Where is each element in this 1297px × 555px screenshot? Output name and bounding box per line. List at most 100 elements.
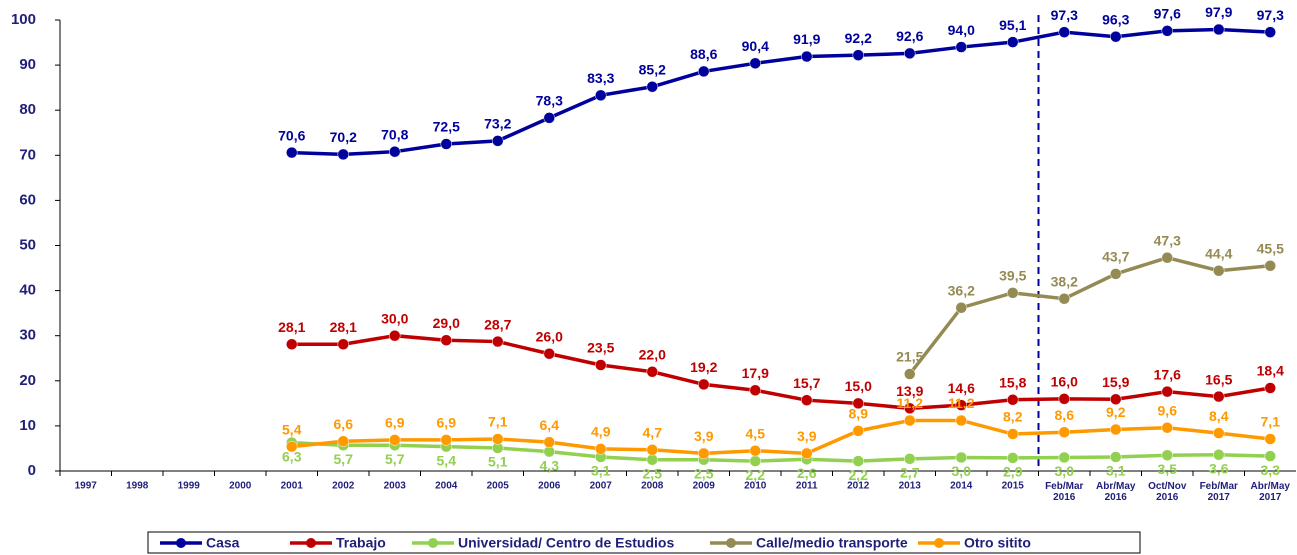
- data-point: [904, 47, 916, 60]
- data-label: 97,9: [1205, 4, 1232, 20]
- legend-box: [147, 531, 1141, 554]
- data-label: 9,6: [1158, 402, 1178, 418]
- data-point: [698, 378, 710, 391]
- data-label: 28,1: [278, 319, 305, 335]
- data-label: 2,2: [746, 467, 766, 483]
- data-label: 70,8: [381, 126, 408, 142]
- data-label: 5,7: [334, 451, 354, 467]
- data-point: [1264, 450, 1276, 462]
- series-line: [291, 440, 1271, 463]
- data-point: [1058, 393, 1070, 405]
- legend-swatch-marker: [428, 538, 438, 548]
- data-point: [646, 444, 658, 456]
- data-point: [904, 368, 916, 380]
- data-label: 47,3: [1154, 232, 1181, 248]
- data-point: [440, 434, 452, 446]
- data-label: 88,6: [690, 46, 717, 62]
- data-point: [1264, 433, 1276, 445]
- data-point: [1110, 30, 1122, 43]
- data-point: [1161, 449, 1173, 461]
- legend-label: Universidad/ Centro de Estudios: [458, 535, 674, 551]
- legend-swatch-marker: [726, 538, 736, 548]
- data-point: [801, 447, 813, 460]
- data-label: 5,4: [282, 421, 302, 437]
- series-line: [908, 255, 1271, 376]
- data-label: 21,5: [896, 349, 923, 365]
- data-point: [492, 433, 504, 445]
- data-label: 2,2: [849, 467, 869, 483]
- data-point: [543, 436, 555, 448]
- data-point: [1213, 265, 1225, 277]
- data-label: 3,3: [1261, 462, 1281, 478]
- data-label: 83,3: [587, 70, 614, 86]
- legend-label: Casa: [206, 535, 240, 551]
- data-label: 15,7: [793, 375, 820, 391]
- data-point: [595, 443, 607, 455]
- data-label: 4,5: [746, 425, 766, 441]
- data-label: 6,4: [540, 417, 560, 433]
- x-tick-label: 2015: [1002, 481, 1025, 492]
- data-label: 23,5: [587, 340, 614, 356]
- y-tick-label: 90: [19, 56, 36, 73]
- data-label: 78,3: [536, 93, 563, 109]
- data-label: 5,4: [437, 452, 457, 468]
- data-label: 97,6: [1154, 6, 1181, 22]
- data-point: [955, 301, 967, 314]
- data-label: 2,7: [900, 465, 920, 481]
- data-point: [749, 384, 761, 397]
- series-line: [291, 418, 1271, 456]
- data-point: [749, 57, 761, 70]
- data-point: [1161, 385, 1173, 398]
- data-label: 13,9: [896, 383, 923, 399]
- x-tick-label: 2007: [590, 481, 613, 492]
- data-label: 2,6: [797, 465, 817, 481]
- y-tick-label: 10: [19, 417, 36, 434]
- data-label: 73,2: [484, 116, 511, 132]
- data-label: 3,5: [1158, 461, 1178, 477]
- data-point: [904, 414, 916, 427]
- x-tick-label: 2002: [332, 481, 355, 492]
- data-label: 3,1: [591, 463, 611, 479]
- data-point: [852, 455, 864, 467]
- data-point: [955, 399, 967, 411]
- x-tick-label: 1997: [75, 481, 98, 492]
- data-label: 97,3: [1051, 7, 1078, 23]
- data-label: 15,8: [999, 374, 1026, 390]
- data-label: 72,5: [433, 119, 460, 135]
- data-point: [852, 425, 864, 437]
- data-label: 4,9: [591, 424, 611, 440]
- data-label: 3,0: [952, 463, 972, 479]
- x-tick-label: 2004: [435, 481, 458, 492]
- data-label: 92,2: [845, 30, 872, 46]
- x-tick-label: 2006: [538, 481, 561, 492]
- data-label: 3,6: [1209, 460, 1229, 476]
- data-point: [1110, 393, 1122, 406]
- data-point: [389, 145, 401, 158]
- data-point: [286, 338, 298, 351]
- data-point: [1213, 390, 1225, 403]
- x-tick-label: 2003: [384, 481, 407, 492]
- y-tick-label: 80: [19, 101, 36, 118]
- x-tick-label: Feb/Mar 2017: [1200, 481, 1238, 503]
- data-label: 43,7: [1102, 249, 1129, 265]
- data-point: [749, 444, 761, 457]
- data-point: [286, 146, 298, 159]
- x-tick-label: 2012: [847, 481, 870, 492]
- legend-label: Calle/medio transporte: [756, 535, 908, 551]
- data-point: [389, 434, 401, 446]
- x-tick-label: 2005: [487, 481, 510, 492]
- data-label: 3,9: [694, 428, 714, 444]
- data-label: 17,6: [1154, 366, 1181, 382]
- data-label: 17,9: [742, 365, 769, 381]
- data-label: 16,5: [1205, 371, 1232, 387]
- data-point: [801, 50, 813, 63]
- data-point: [595, 89, 607, 102]
- x-tick-label: 2013: [899, 481, 922, 492]
- data-label: 91,9: [793, 31, 820, 47]
- legend-label: Otro sitito: [964, 535, 1031, 551]
- legend-swatch-marker: [934, 538, 944, 548]
- y-tick-label: 30: [19, 327, 36, 344]
- data-point: [1161, 251, 1173, 264]
- data-point: [286, 440, 298, 453]
